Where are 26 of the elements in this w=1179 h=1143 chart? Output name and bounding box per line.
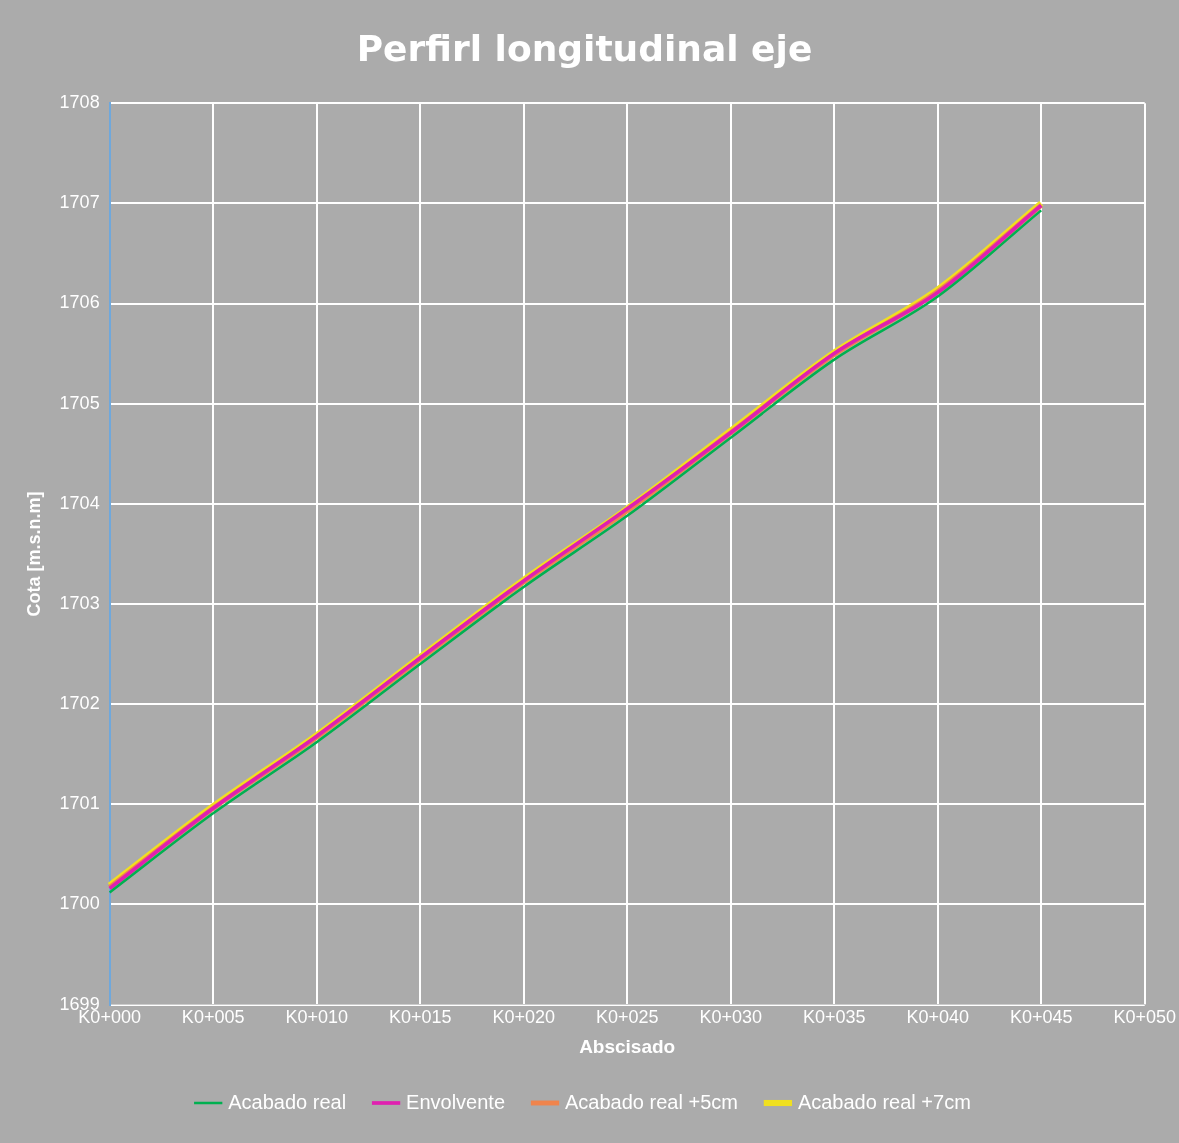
x-tick-label: K0+005 [181,1007,245,1028]
y-tick-label: 1704 [59,492,100,513]
y-tick-label: 1700 [59,893,100,914]
legend-label: Acabado real +7cm [797,1090,971,1113]
chart-title: Perfirl longitudinal eje [356,27,813,69]
x-tick-label: K0+045 [1009,1007,1073,1028]
legend-label: Envolvente [406,1090,506,1113]
x-axis-title: Abscisado [579,1035,676,1057]
x-tick-label: K0+025 [595,1007,659,1028]
y-tick-label: 1708 [59,92,100,113]
y-tick-label: 1703 [59,592,100,613]
x-tick-label: K0+040 [906,1007,969,1028]
y-tick-label: 1701 [59,793,100,814]
x-tick-label: K0+015 [388,1007,452,1028]
x-tick-label: K0+035 [802,1007,866,1028]
legend-label: Acabado real +5cm [565,1090,738,1113]
y-tick-label: 1705 [59,392,100,413]
x-tick-label: K0+010 [285,1007,348,1028]
legend-label: Acabado real [228,1090,347,1113]
y-axis-title: Cota [m.s.n.m] [23,491,44,617]
x-tick-label: K0+030 [699,1007,762,1028]
y-tick-label: 1702 [59,693,100,714]
x-tick-label: K0+050 [1113,1007,1176,1028]
y-tick-label: 1707 [59,192,100,213]
y-tick-label: 1706 [59,292,100,313]
x-tick-label: K0+020 [492,1007,555,1028]
